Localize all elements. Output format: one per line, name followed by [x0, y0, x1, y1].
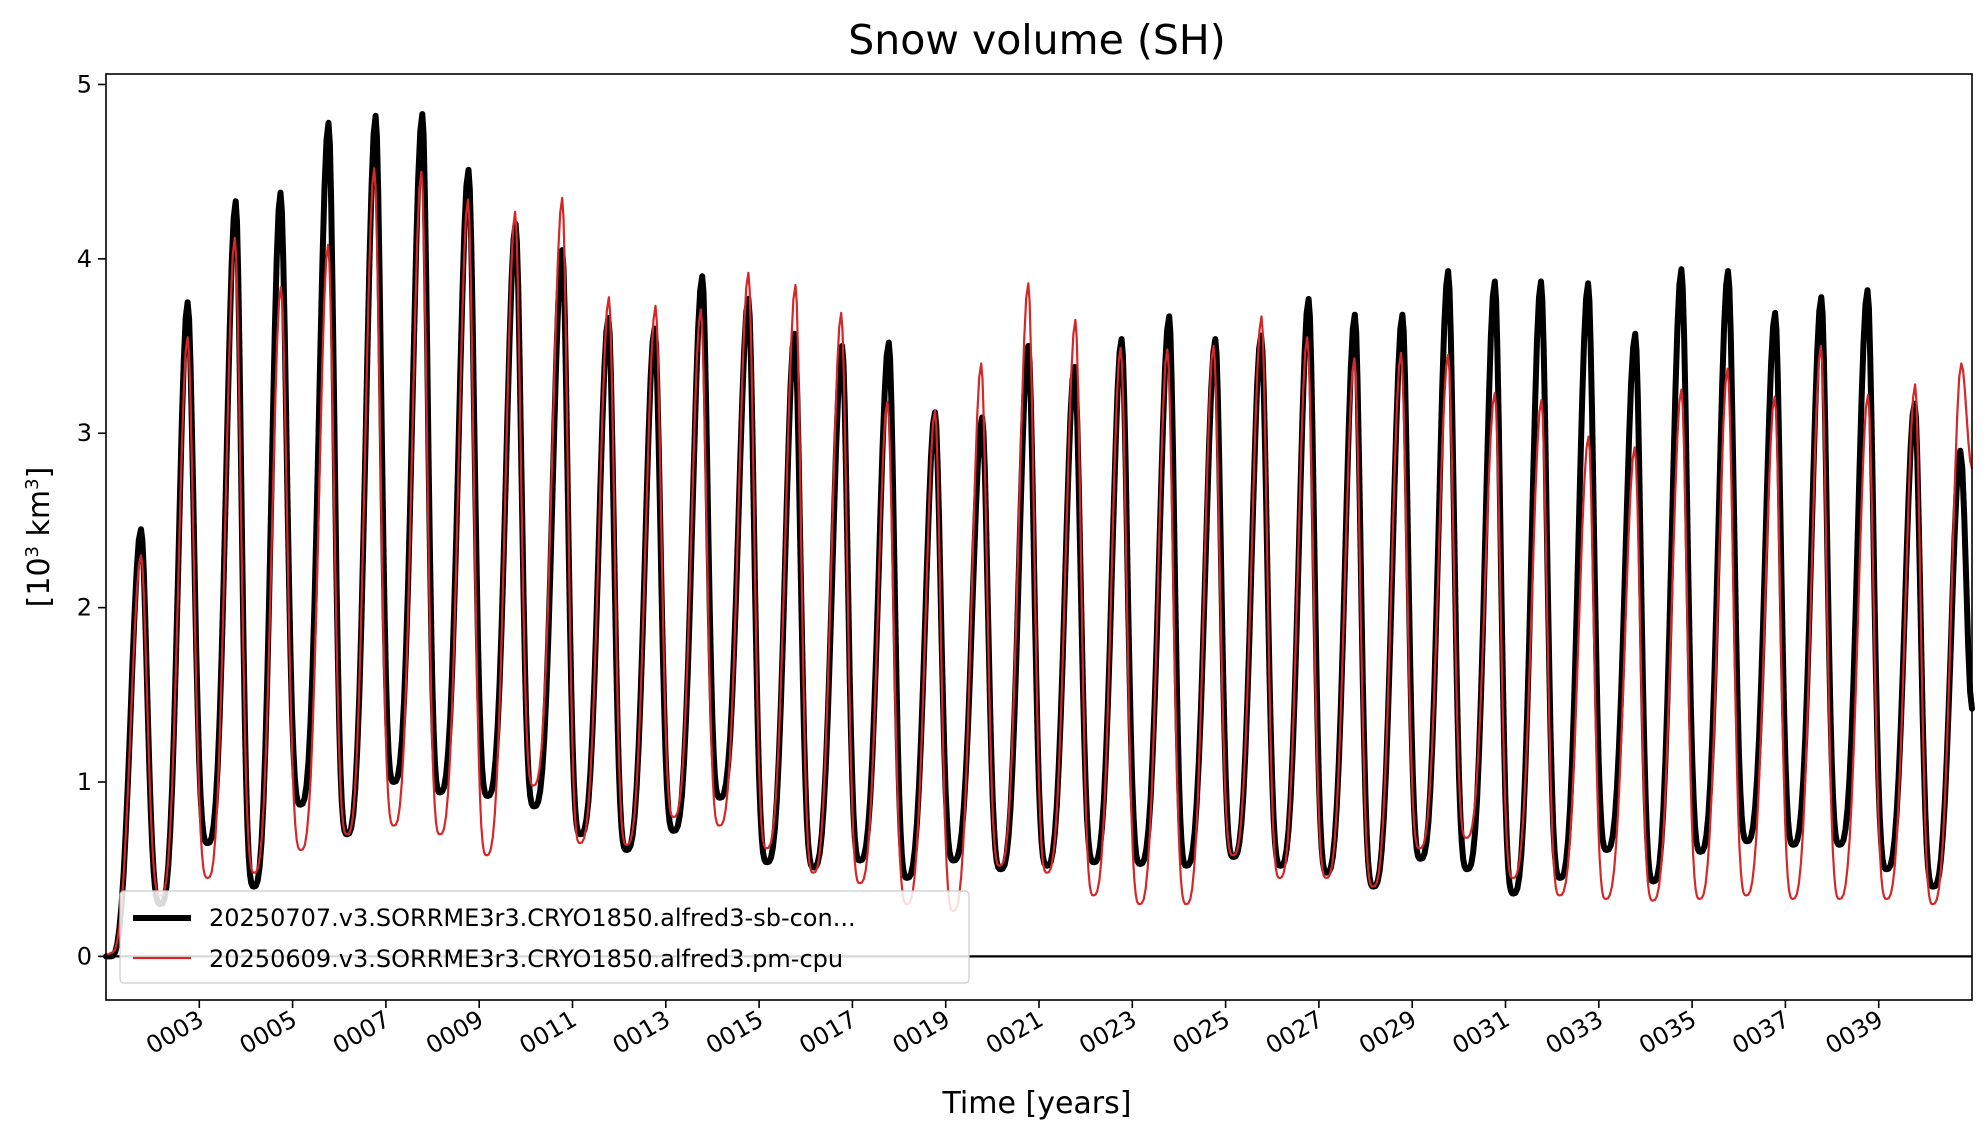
x-tick-label: 0009: [421, 1005, 488, 1060]
x-tick-label: 0013: [608, 1005, 675, 1060]
x-axis: 0003 0005 0007 0009 0011 0013 0015 0017 0019 0021…: [141, 1000, 1888, 1060]
x-tick-label: 0003: [141, 1005, 208, 1060]
y-tick-label: 3: [77, 419, 92, 447]
y-tick-label: 5: [77, 70, 92, 98]
x-tick-label: 0015: [701, 1005, 768, 1060]
x-tick-label: 0019: [888, 1005, 955, 1060]
x-tick-label: 0017: [795, 1005, 862, 1060]
y-tick-label: 2: [77, 594, 92, 622]
x-tick-label: 0035: [1634, 1005, 1701, 1060]
series-layer: [103, 111, 1975, 960]
chart-title: Snow volume (SH): [848, 16, 1225, 64]
y-tick-label: 1: [77, 768, 92, 796]
legend-label-black: 20250707.v3.SORRME3r3.CRYO1850.alfred3-s…: [209, 904, 856, 932]
x-tick-label: 0031: [1448, 1005, 1515, 1060]
x-tick-label: 0033: [1541, 1005, 1608, 1060]
x-tick-label: 0023: [1074, 1005, 1141, 1060]
x-tick-label: 0005: [235, 1005, 302, 1060]
x-tick-label: 0027: [1261, 1005, 1328, 1060]
y-axis: 0 1 2 3 4 5: [77, 70, 106, 970]
y-axis-label: [103 km3]: [22, 467, 57, 608]
x-tick-label: 0037: [1728, 1005, 1795, 1060]
x-tick-label: 0025: [1168, 1005, 1235, 1060]
legend-box: [119, 890, 970, 984]
x-tick-label: 0039: [1821, 1005, 1888, 1060]
legend-label-red: 20250609.v3.SORRME3r3.CRYO1850.alfred3.p…: [209, 945, 843, 973]
legend: 20250707.v3.SORRME3r3.CRYO1850.alfred3-s…: [119, 890, 970, 984]
x-tick-label: 0021: [981, 1005, 1048, 1060]
x-tick-label: 0029: [1354, 1005, 1421, 1060]
plot-area: [103, 73, 1975, 1001]
x-tick-label: 0011: [515, 1005, 582, 1060]
x-tick-label: 0007: [328, 1005, 395, 1060]
x-axis-label: Time [years]: [942, 1086, 1132, 1121]
y-tick-label: 4: [77, 245, 92, 273]
y-tick-label: 0: [77, 942, 92, 970]
series-line-red: [104, 167, 1974, 958]
